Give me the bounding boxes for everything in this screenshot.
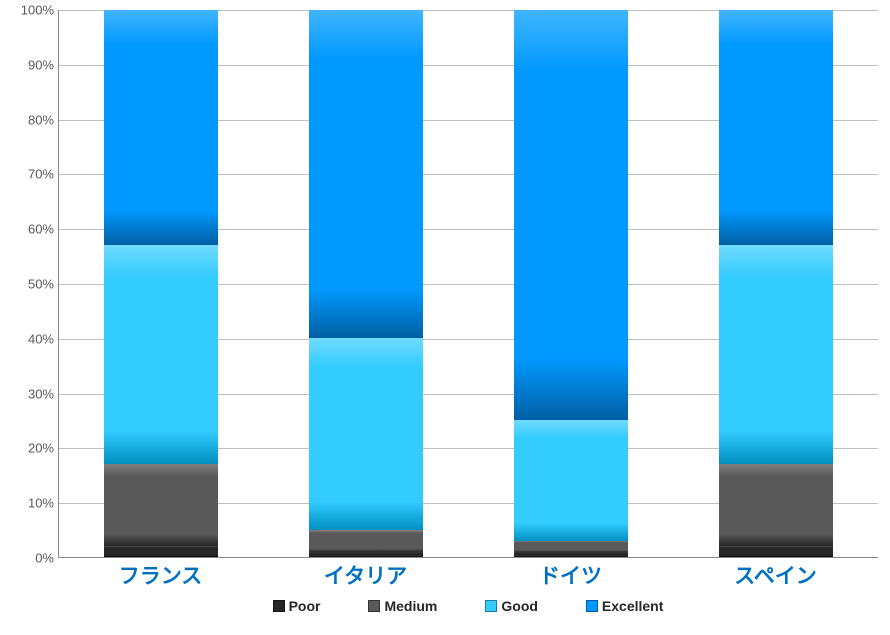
legend-swatch: [586, 600, 598, 612]
y-tick-label: 20%: [8, 441, 54, 456]
y-tick-label: 30%: [8, 386, 54, 401]
bar-segment: [309, 10, 423, 338]
legend-label: Excellent: [602, 598, 663, 614]
bar-segment: [719, 10, 833, 245]
bar-segment: [719, 546, 833, 557]
legend-item: Medium: [368, 598, 437, 614]
y-tick-label: 90%: [8, 57, 54, 72]
bar-segment: [104, 245, 218, 464]
bars-row: [59, 10, 878, 557]
bar-group: [104, 10, 218, 557]
bar-group: [309, 10, 423, 557]
bar-segment: [719, 245, 833, 464]
bar-segment: [309, 338, 423, 529]
bar-segment: [514, 541, 628, 552]
bar-segment: [309, 530, 423, 552]
bar-segment: [104, 546, 218, 557]
bar-segment: [514, 420, 628, 540]
y-tick-label: 10%: [8, 496, 54, 511]
bar-segment: [104, 10, 218, 245]
plot-area: [58, 10, 878, 558]
bar-segment: [514, 552, 628, 557]
x-axis-label: フランス: [104, 560, 218, 590]
y-tick-label: 80%: [8, 112, 54, 127]
legend-label: Good: [501, 598, 538, 614]
y-tick-label: 40%: [8, 331, 54, 346]
legend-swatch: [273, 600, 285, 612]
y-tick-label: 100%: [8, 3, 54, 18]
bar-segment: [104, 464, 218, 546]
y-tick-label: 0%: [8, 551, 54, 566]
bar-group: [514, 10, 628, 557]
bar-segment: [719, 464, 833, 546]
legend-swatch: [485, 600, 497, 612]
legend-item: Excellent: [586, 598, 663, 614]
bar-segment: [309, 552, 423, 557]
legend-swatch: [368, 600, 380, 612]
x-axis-label: ドイツ: [514, 560, 628, 590]
y-tick-label: 50%: [8, 277, 54, 292]
legend-label: Poor: [289, 598, 321, 614]
x-axis-label: スペイン: [719, 560, 833, 590]
legend: Poor Medium Good Excellent: [58, 598, 878, 614]
y-tick-label: 60%: [8, 222, 54, 237]
bar-segment: [514, 10, 628, 420]
x-axis-labels: フランス イタリア ドイツ スペイン: [58, 560, 878, 590]
x-axis-label: イタリア: [309, 560, 423, 590]
legend-item: Poor: [273, 598, 321, 614]
stacked-bar-chart: 0% 10% 20% 30% 40% 50% 60% 70% 80% 90% 100% フランス イタ…: [0, 0, 890, 635]
y-tick-label: 70%: [8, 167, 54, 182]
legend-label: Medium: [384, 598, 437, 614]
bar-group: [719, 10, 833, 557]
legend-item: Good: [485, 598, 538, 614]
